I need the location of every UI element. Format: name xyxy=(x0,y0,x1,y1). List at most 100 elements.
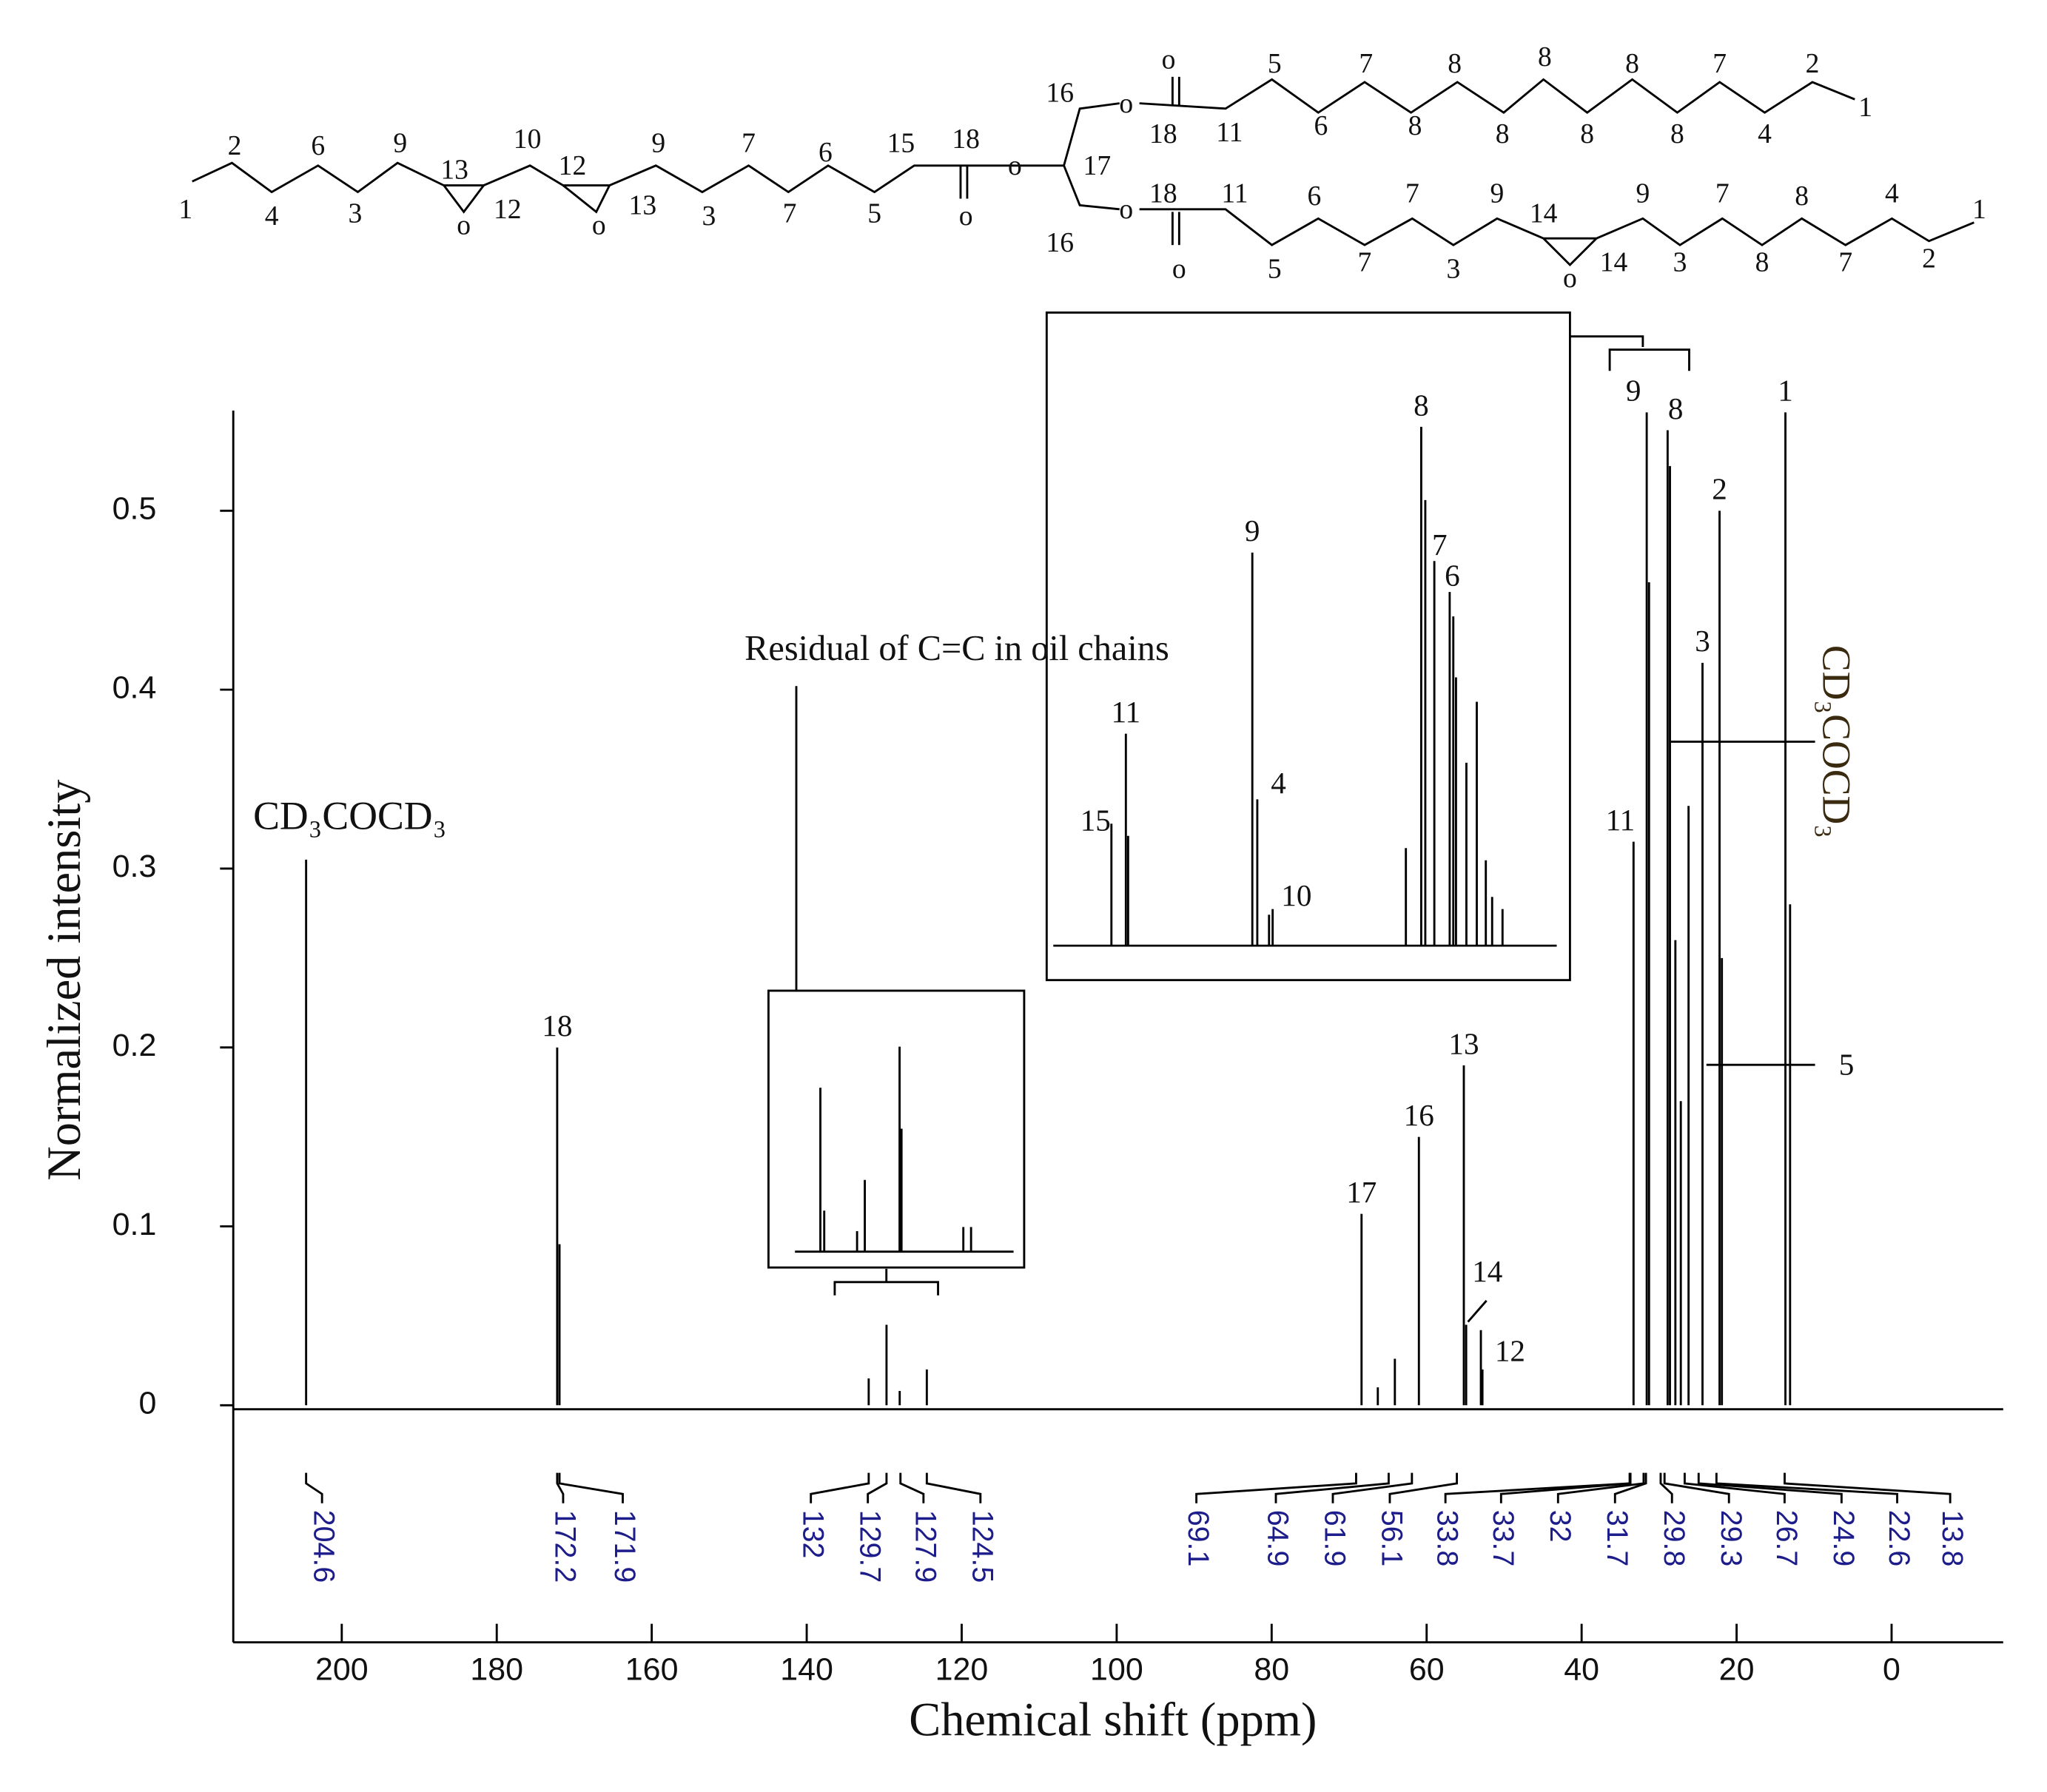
atom-label: 2 xyxy=(1806,49,1820,79)
peak-label: 9 xyxy=(1626,374,1641,408)
peak-label: 8 xyxy=(1414,388,1429,422)
inset-frame xyxy=(1045,311,1571,982)
atom-label: 14 xyxy=(1530,198,1558,229)
atom-label: 5 xyxy=(1268,49,1282,79)
atom-label: 7 xyxy=(742,129,756,159)
bracket xyxy=(1608,348,1690,371)
atom-label: 3 xyxy=(348,198,362,229)
atom-label: 7 xyxy=(1838,248,1852,278)
peak-label: 12 xyxy=(1495,1333,1525,1367)
shift-connector xyxy=(1697,1472,1843,1503)
shift-label: 33.7 xyxy=(1487,1510,1519,1567)
atom-label: 7 xyxy=(1712,49,1727,79)
shift-connector xyxy=(1613,1472,1647,1503)
shift-label: 132 xyxy=(796,1510,829,1559)
x-tick-label: 120 xyxy=(935,1651,989,1687)
atom-label: o xyxy=(1172,255,1186,285)
atom-label: 4 xyxy=(1758,119,1772,149)
atom-label: 15 xyxy=(887,129,915,159)
atom-label: 7 xyxy=(1405,179,1419,209)
peak-label: 4 xyxy=(1271,766,1286,800)
atom-label: o xyxy=(1008,151,1022,181)
shift-label: 56.1 xyxy=(1376,1510,1408,1567)
peak-label: 1 xyxy=(1778,374,1793,408)
x-tick-label: 40 xyxy=(1564,1651,1599,1687)
shift-connector xyxy=(558,1472,624,1503)
atom-label: 8 xyxy=(1580,119,1594,149)
x-tick-label: 180 xyxy=(470,1651,523,1687)
y-axis-title: Normalized intensity xyxy=(38,780,90,1181)
y-tick-label: 0.2 xyxy=(112,1028,157,1063)
atom-label: 11 xyxy=(1221,179,1248,209)
atom-label: 6 xyxy=(819,138,833,168)
peak-label: 18 xyxy=(542,1008,572,1042)
x-tick-label: 160 xyxy=(625,1651,679,1687)
shift-label: 26.7 xyxy=(1770,1510,1803,1567)
atom-label: o xyxy=(1119,89,1133,119)
atom-label: 8 xyxy=(1408,111,1422,141)
peak-label: CD₃COCD₃ xyxy=(253,793,446,838)
shift-connector xyxy=(1683,1472,1786,1503)
shift-connector xyxy=(1499,1472,1632,1503)
atom-label: 18 xyxy=(1149,119,1177,149)
shift-connector xyxy=(899,1472,925,1503)
shift-connector xyxy=(1388,1472,1459,1503)
atom-label: 18 xyxy=(1149,179,1177,209)
shift-label: 22.6 xyxy=(1883,1510,1915,1567)
peak-label: 6 xyxy=(1445,559,1460,593)
atom-label: 2 xyxy=(228,131,242,161)
peak-label: 16 xyxy=(1404,1098,1434,1132)
shift-connector xyxy=(1331,1472,1414,1503)
peak-label: 17 xyxy=(1346,1175,1377,1209)
atom-label: 6 xyxy=(311,131,325,161)
shift-label: 124.5 xyxy=(966,1510,998,1583)
atom-label: 3 xyxy=(702,201,716,232)
x-tick-label: 60 xyxy=(1409,1651,1445,1687)
atom-label: 1 xyxy=(1858,92,1872,123)
y-tick-label: 0.1 xyxy=(112,1207,157,1242)
atom-label: 9 xyxy=(1636,179,1650,209)
atom-label: 6 xyxy=(1314,111,1328,141)
atom-label: 6 xyxy=(1308,181,1322,212)
peak-label: 8 xyxy=(1668,391,1684,425)
shift-connector xyxy=(305,1472,323,1503)
shift-connector xyxy=(1715,1472,1899,1503)
atom-label: 8 xyxy=(1496,119,1510,149)
shift-label: 24.9 xyxy=(1827,1510,1860,1567)
atom-label: 9 xyxy=(651,129,665,159)
bracket xyxy=(833,1281,939,1296)
shift-label: 29.3 xyxy=(1715,1510,1747,1567)
shift-label: 172.2 xyxy=(549,1510,582,1583)
shift-label: 129.7 xyxy=(853,1510,886,1583)
peak-label: 13 xyxy=(1448,1026,1479,1060)
shift-label: 127.9 xyxy=(909,1510,941,1583)
leader xyxy=(1467,1299,1488,1323)
shift-connector xyxy=(810,1472,870,1503)
shift-connector xyxy=(867,1472,888,1503)
atom-label: 7 xyxy=(1358,248,1372,278)
peak-label: 14 xyxy=(1472,1254,1502,1288)
atom-label: o xyxy=(1119,195,1133,225)
atom-label: 1 xyxy=(1972,195,1986,225)
shift-connector xyxy=(1663,1472,1730,1503)
atom-label: 16 xyxy=(1046,228,1074,258)
peak-label: 9 xyxy=(1245,513,1260,548)
y-tick-label: 0.5 xyxy=(112,491,157,527)
peak-label: 2 xyxy=(1712,472,1727,506)
shift-connector xyxy=(1195,1472,1357,1503)
atom-label: o xyxy=(457,211,471,241)
annotation: 5 xyxy=(1839,1047,1855,1081)
atom-label: 8 xyxy=(1670,119,1684,149)
atom-label: 18 xyxy=(952,124,980,155)
atom-label: 13 xyxy=(629,191,657,221)
atom-label: 8 xyxy=(1795,181,1809,212)
atom-label: 7 xyxy=(783,198,797,229)
shift-label: 204.6 xyxy=(308,1510,340,1583)
atom-label: 8 xyxy=(1625,49,1639,79)
atom-label: 4 xyxy=(265,201,279,232)
y-tick-label: 0.3 xyxy=(112,849,157,884)
atom-label: 3 xyxy=(1446,255,1460,285)
atom-label: 5 xyxy=(867,198,881,229)
